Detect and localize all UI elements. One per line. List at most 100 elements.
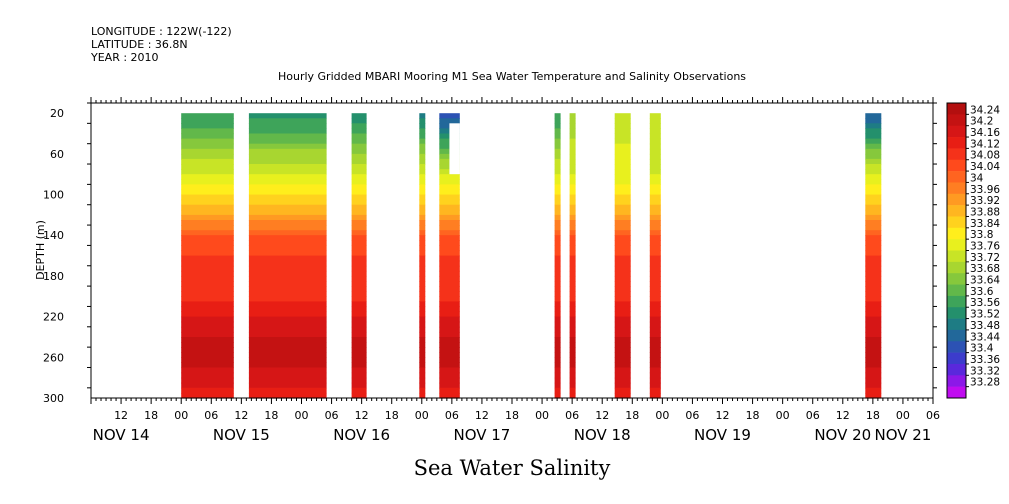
salinity-cell xyxy=(614,265,631,272)
salinity-cell xyxy=(865,301,882,308)
salinity-cell xyxy=(439,214,460,221)
salinity-cell xyxy=(554,123,561,129)
salinity-cell xyxy=(419,225,426,231)
salinity-cell xyxy=(614,326,631,333)
salinity-cell xyxy=(569,270,576,277)
salinity-cell xyxy=(569,128,576,135)
salinity-cell xyxy=(419,291,426,297)
salinity-cell xyxy=(181,240,234,246)
salinity-cell xyxy=(181,158,234,165)
salinity-cell xyxy=(649,209,661,216)
salinity-cell xyxy=(351,240,367,246)
salinity-cell xyxy=(351,301,367,308)
salinity-cell xyxy=(554,357,561,363)
salinity-cell xyxy=(181,174,234,180)
salinity-cell xyxy=(569,392,576,399)
colorbar-swatch xyxy=(947,284,966,297)
salinity-cell xyxy=(181,250,234,257)
salinity-cell xyxy=(649,123,661,129)
salinity-cell xyxy=(569,143,576,150)
salinity-cell xyxy=(419,194,426,201)
colorbar-swatch xyxy=(947,341,966,353)
salinity-cell xyxy=(614,209,631,216)
salinity-cell xyxy=(554,301,561,308)
salinity-cell xyxy=(554,128,561,135)
x-hour-label: 18 xyxy=(144,409,158,422)
salinity-cell xyxy=(248,220,327,226)
colorbar-label: 33.92 xyxy=(970,195,1000,207)
salinity-cell xyxy=(614,148,631,155)
colorbar-label: 34.08 xyxy=(970,150,1000,162)
salinity-cell xyxy=(351,245,367,252)
salinity-cell xyxy=(649,128,661,135)
salinity-cell xyxy=(439,265,460,272)
salinity-cell xyxy=(614,143,631,150)
salinity-cell xyxy=(248,306,327,313)
salinity-cell xyxy=(649,133,661,140)
salinity-cell xyxy=(351,362,367,369)
salinity-cell xyxy=(865,235,882,241)
colorbar-label: 33.36 xyxy=(970,354,1000,366)
observation-column xyxy=(569,113,576,399)
x-hour-label: 12 xyxy=(595,409,609,422)
salinity-cell xyxy=(554,214,561,221)
salinity-cell xyxy=(865,331,882,338)
salinity-cell xyxy=(181,286,234,292)
salinity-cell xyxy=(554,230,561,236)
salinity-cell xyxy=(351,164,367,170)
colorbar-label: 34.12 xyxy=(970,138,1000,150)
salinity-cell xyxy=(419,301,426,308)
salinity-cell xyxy=(554,209,561,216)
salinity-cell xyxy=(614,382,631,389)
salinity-cell xyxy=(351,199,367,206)
salinity-cell xyxy=(248,337,327,343)
salinity-cell xyxy=(181,392,234,399)
salinity-cell xyxy=(649,204,661,211)
salinity-cell xyxy=(614,367,631,374)
salinity-cell xyxy=(569,133,576,140)
salinity-cell xyxy=(439,281,460,287)
salinity-cell xyxy=(554,286,561,292)
salinity-cell xyxy=(569,194,576,201)
x-day-label: NOV 16 xyxy=(333,426,390,444)
salinity-cell xyxy=(865,260,882,267)
salinity-cell xyxy=(614,123,631,129)
salinity-cell xyxy=(569,377,576,384)
salinity-cell xyxy=(614,347,631,353)
salinity-cell xyxy=(248,204,327,211)
salinity-cell xyxy=(554,362,561,369)
colorbar-swatch xyxy=(947,148,966,161)
salinity-cell xyxy=(865,240,882,246)
y-tick-label: 100 xyxy=(43,189,64,202)
salinity-cell xyxy=(649,230,661,236)
salinity-cell xyxy=(649,347,661,353)
salinity-cell xyxy=(865,306,882,313)
salinity-cell xyxy=(439,270,460,277)
salinity-cell xyxy=(649,387,661,394)
salinity-cell xyxy=(865,179,882,185)
colorbar-labels: 34.2434.234.1634.1234.0834.043433.9633.9… xyxy=(966,104,1000,389)
salinity-cell xyxy=(569,169,576,175)
observation-column xyxy=(181,113,234,399)
salinity-cell xyxy=(649,352,661,358)
salinity-cell xyxy=(419,230,426,236)
salinity-cell xyxy=(439,113,460,119)
salinity-cell xyxy=(649,286,661,292)
x-day-label: NOV 15 xyxy=(213,426,270,444)
salinity-cell xyxy=(614,357,631,363)
salinity-cell xyxy=(614,174,631,180)
salinity-cell xyxy=(649,220,661,226)
salinity-cell xyxy=(614,301,631,308)
salinity-cell xyxy=(554,275,561,282)
salinity-cell xyxy=(181,189,234,196)
salinity-cell xyxy=(439,367,460,374)
salinity-cell xyxy=(649,382,661,389)
colorbar-label: 34.04 xyxy=(970,161,1000,173)
salinity-cell xyxy=(569,225,576,231)
salinity-cell xyxy=(554,189,561,196)
salinity-cell xyxy=(614,311,631,318)
salinity-cell xyxy=(181,260,234,267)
salinity-cell xyxy=(614,153,631,160)
salinity-cell xyxy=(351,270,367,277)
